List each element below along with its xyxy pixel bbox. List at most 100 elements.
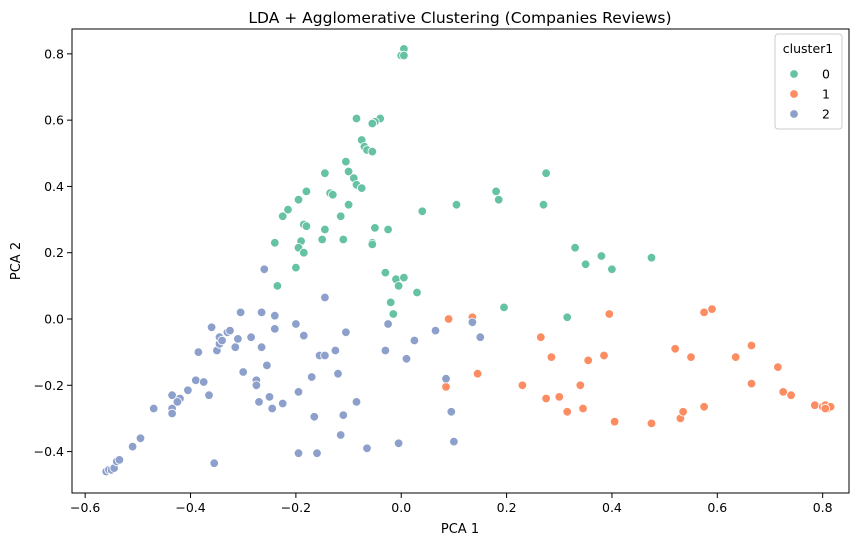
x-tick-label: −0.6 <box>70 500 100 515</box>
data-point <box>399 272 409 283</box>
data-point <box>351 113 362 124</box>
data-point <box>320 350 330 361</box>
data-point <box>367 118 378 129</box>
data-point <box>380 267 391 278</box>
legend-marker <box>789 89 799 99</box>
data-point <box>499 302 509 313</box>
data-point <box>230 342 241 352</box>
data-point <box>401 354 412 364</box>
data-point <box>562 312 572 323</box>
y-tick-label: 0.6 <box>44 113 64 128</box>
data-point <box>341 327 351 338</box>
data-point <box>262 360 272 371</box>
data-point <box>336 211 346 222</box>
data-point <box>494 194 504 205</box>
data-point <box>362 443 372 454</box>
legend-title: cluster1 <box>783 41 833 56</box>
data-point <box>167 408 177 419</box>
data-point <box>536 332 546 342</box>
data-point <box>341 156 351 167</box>
x-tick-label: 0.8 <box>813 500 833 515</box>
data-point <box>317 234 327 245</box>
data-point <box>198 377 209 387</box>
data-point <box>707 304 717 314</box>
data-point <box>554 392 565 402</box>
legend-marker <box>789 109 799 119</box>
data-point <box>343 166 354 177</box>
data-point <box>217 335 227 346</box>
data-point <box>293 448 304 458</box>
x-tick-label: 0.4 <box>602 500 622 515</box>
data-point <box>299 330 309 341</box>
legend: cluster1 0 1 2 <box>774 33 843 130</box>
data-point <box>383 224 393 235</box>
legend-label: 1 <box>822 87 830 102</box>
data-point <box>259 264 270 275</box>
y-tick-label: 0.0 <box>44 312 64 327</box>
data-point <box>570 242 580 253</box>
data-point <box>351 397 362 407</box>
chart-title: LDA + Agglomerative Clustering (Companie… <box>248 9 671 27</box>
data-point <box>609 417 620 427</box>
data-point <box>114 455 125 465</box>
data-point <box>746 340 757 351</box>
data-point <box>367 239 378 250</box>
data-point <box>578 403 588 414</box>
series-cluster-2 <box>101 264 486 477</box>
data-point <box>301 186 312 197</box>
data-point <box>127 441 138 452</box>
data-point <box>307 372 317 382</box>
data-point <box>580 259 591 270</box>
data-point <box>786 390 796 400</box>
data-point <box>646 418 657 429</box>
x-tick-label: 0.2 <box>497 500 517 515</box>
data-point <box>810 400 820 410</box>
data-point <box>388 309 399 319</box>
data-point <box>233 334 243 344</box>
data-point <box>283 204 293 215</box>
data-point <box>251 380 262 391</box>
legend-box <box>774 33 843 130</box>
data-point <box>467 317 478 328</box>
data-point <box>312 448 322 458</box>
data-point <box>441 382 451 392</box>
data-point <box>583 355 593 366</box>
data-point <box>191 375 201 386</box>
data-point <box>293 194 304 205</box>
data-point <box>699 307 709 318</box>
data-point <box>270 324 280 334</box>
data-point <box>135 433 146 444</box>
legend-marker <box>789 69 799 79</box>
data-point <box>238 367 248 377</box>
data-point <box>272 281 283 291</box>
data-point <box>449 436 459 447</box>
data-point <box>678 407 688 417</box>
data-point <box>607 264 617 275</box>
data-point <box>357 183 367 193</box>
data-point <box>204 390 214 400</box>
data-point <box>820 403 831 414</box>
y-tick-label: −0.2 <box>34 378 64 393</box>
series-cluster-0 <box>270 44 657 323</box>
data-point <box>604 309 615 319</box>
data-point <box>193 347 204 357</box>
data-point <box>412 287 422 298</box>
data-point <box>291 262 301 273</box>
data-point <box>670 344 680 354</box>
data-point <box>256 342 267 352</box>
data-point <box>225 325 235 336</box>
data-point <box>320 168 330 178</box>
data-point <box>562 407 572 417</box>
y-tick-label: 0.4 <box>44 179 64 194</box>
data-point <box>367 146 378 157</box>
data-point <box>599 350 609 361</box>
data-point <box>417 206 428 217</box>
x-tick-label: −0.4 <box>175 500 205 515</box>
data-point <box>270 311 280 321</box>
plot-area <box>101 44 836 477</box>
data-point <box>443 314 454 324</box>
y-tick-label: 0.2 <box>44 245 64 260</box>
data-point <box>731 352 741 362</box>
